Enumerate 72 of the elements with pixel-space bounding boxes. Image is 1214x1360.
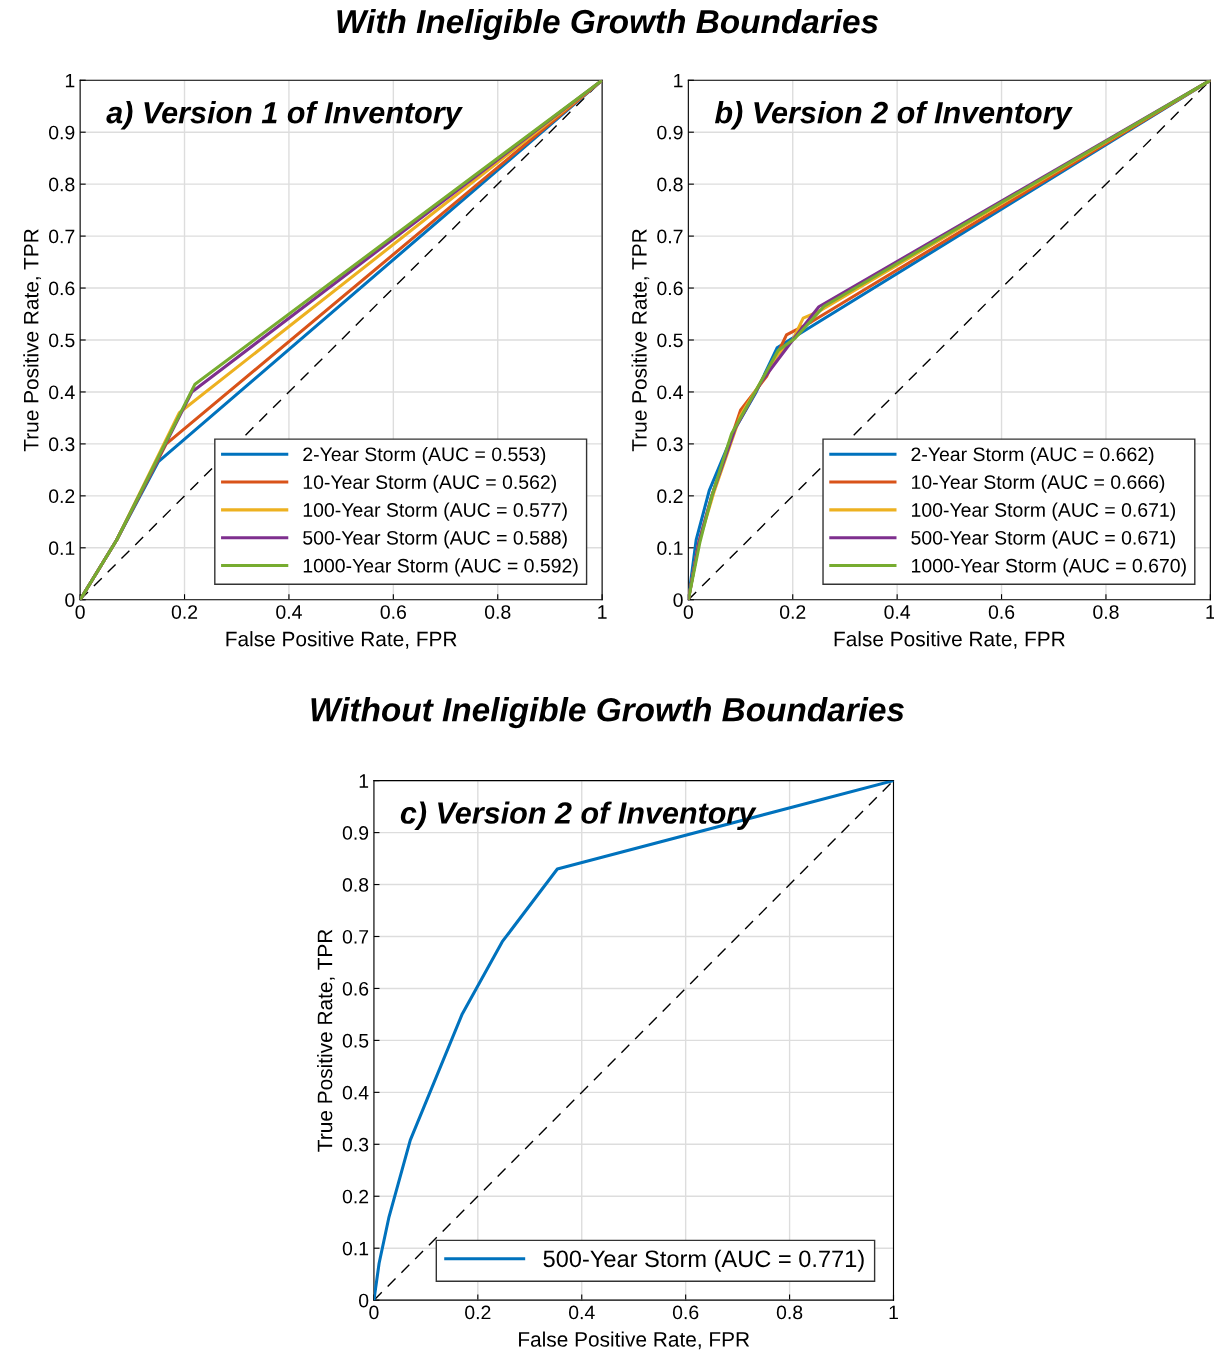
y-tick-label: 0.1	[48, 541, 75, 556]
x-tick-label: 1	[1206, 605, 1214, 619]
x-tick-label: 0.2	[465, 1305, 491, 1320]
legend-label: 10-Year Storm (AUC = 0.666)	[912, 474, 1165, 493]
x-axis-title: False Positive Rate, FPR	[834, 631, 1065, 649]
legend-label: 500-Year Storm (AUC = 0.588)	[303, 530, 567, 549]
x-tick-label: 0.8	[1093, 605, 1119, 619]
y-tick-label: 0.4	[48, 385, 75, 400]
legend-label: 100-Year Storm (AUC = 0.577)	[303, 502, 567, 521]
y-tick-label: 0.5	[657, 333, 683, 348]
x-tick-label: 0.2	[171, 605, 198, 619]
y-tick-label: 0.4	[342, 1085, 369, 1100]
legend-label: 1000-Year Storm (AUC = 0.592)	[303, 558, 578, 577]
text: b) Version 2 of Inventory	[714, 101, 1073, 130]
y-tick-label: 0.7	[48, 229, 75, 244]
y-tick-label: 0.8	[48, 177, 75, 192]
y-tick-label: 0.8	[657, 177, 683, 192]
y-tick-label: 1	[359, 774, 369, 788]
x-tick-label: 0.2	[779, 605, 806, 619]
x-tick-label: 1	[889, 1305, 898, 1320]
x-tick-label: 0	[75, 605, 85, 619]
text: a) Version 1 of Inventory	[106, 101, 463, 130]
y-tick-label: 0	[359, 1293, 369, 1308]
text: Without Ineligible Growth Boundaries	[311, 697, 904, 729]
y-tick-label: 0.8	[342, 878, 369, 892]
y-axis-title: True Positive Rate, TPR	[23, 229, 42, 452]
x-axis-title: False Positive Rate, FPR	[226, 631, 457, 649]
x-tick-label: 0	[369, 1305, 379, 1320]
y-tick-label: 0.9	[657, 125, 683, 140]
x-tick-label: 0.4	[276, 605, 302, 619]
legend-label: 500-Year Storm (AUC = 0.671)	[911, 530, 1176, 549]
y-tick-label: 0.6	[657, 281, 683, 296]
y-axis-title: True Positive Rate, TPR	[631, 229, 650, 452]
y-tick-label: 0	[673, 593, 683, 607]
y-tick-label: 0.4	[657, 385, 683, 400]
y-axis-title: True Positive Rate, TPR	[317, 929, 335, 1152]
y-tick-label: 0.2	[48, 489, 75, 504]
y-tick-label: 1	[65, 73, 75, 88]
x-tick-label: 0.4	[568, 1305, 595, 1320]
text: c) Version 2 of Inventory	[400, 801, 757, 830]
x-axis-title: False Positive Rate, FPR	[519, 1331, 750, 1350]
y-tick-label: 0.3	[342, 1137, 369, 1152]
y-tick-label: 0.1	[342, 1241, 369, 1256]
legend-label: 2-Year Storm (AUC = 0.553)	[303, 446, 546, 466]
x-tick-label: 0.8	[484, 605, 511, 619]
y-tick-label: 0.7	[657, 229, 683, 244]
legend-label: 1000-Year Storm (AUC = 0.670)	[912, 558, 1186, 577]
x-tick-label: 1	[598, 605, 607, 619]
y-tick-label: 0.3	[657, 437, 683, 452]
text: With Ineligible Growth Boundaries	[337, 8, 878, 41]
y-tick-label: 0.5	[342, 1033, 369, 1048]
y-tick-label: 0.2	[342, 1189, 369, 1204]
y-tick-label: 0.7	[342, 929, 369, 944]
x-tick-label: 0.8	[776, 1305, 803, 1320]
y-tick-label: 1	[674, 73, 683, 88]
y-tick-label: 0.9	[48, 125, 75, 140]
x-tick-label: 0.6	[380, 605, 406, 619]
legend-label: 500-Year Storm (AUC = 0.771)	[543, 1249, 864, 1272]
y-tick-label: 0.5	[48, 333, 75, 348]
x-tick-label: 0.4	[884, 605, 911, 619]
y-tick-label: 0.9	[342, 826, 369, 840]
y-tick-label: 0.2	[657, 489, 683, 504]
y-tick-label: 0.1	[657, 541, 683, 556]
y-tick-label: 0	[65, 593, 75, 607]
y-tick-label: 0.3	[48, 437, 75, 452]
legend-label: 100-Year Storm (AUC = 0.671)	[912, 502, 1176, 521]
x-tick-label: 0.6	[988, 605, 1015, 619]
legend-label: 2-Year Storm (AUC = 0.662)	[911, 446, 1154, 466]
legend-label: 10-Year Storm (AUC = 0.562)	[303, 474, 556, 493]
x-tick-label: 0	[683, 605, 693, 619]
y-tick-label: 0.6	[342, 981, 369, 996]
y-tick-label: 0.6	[48, 281, 75, 296]
